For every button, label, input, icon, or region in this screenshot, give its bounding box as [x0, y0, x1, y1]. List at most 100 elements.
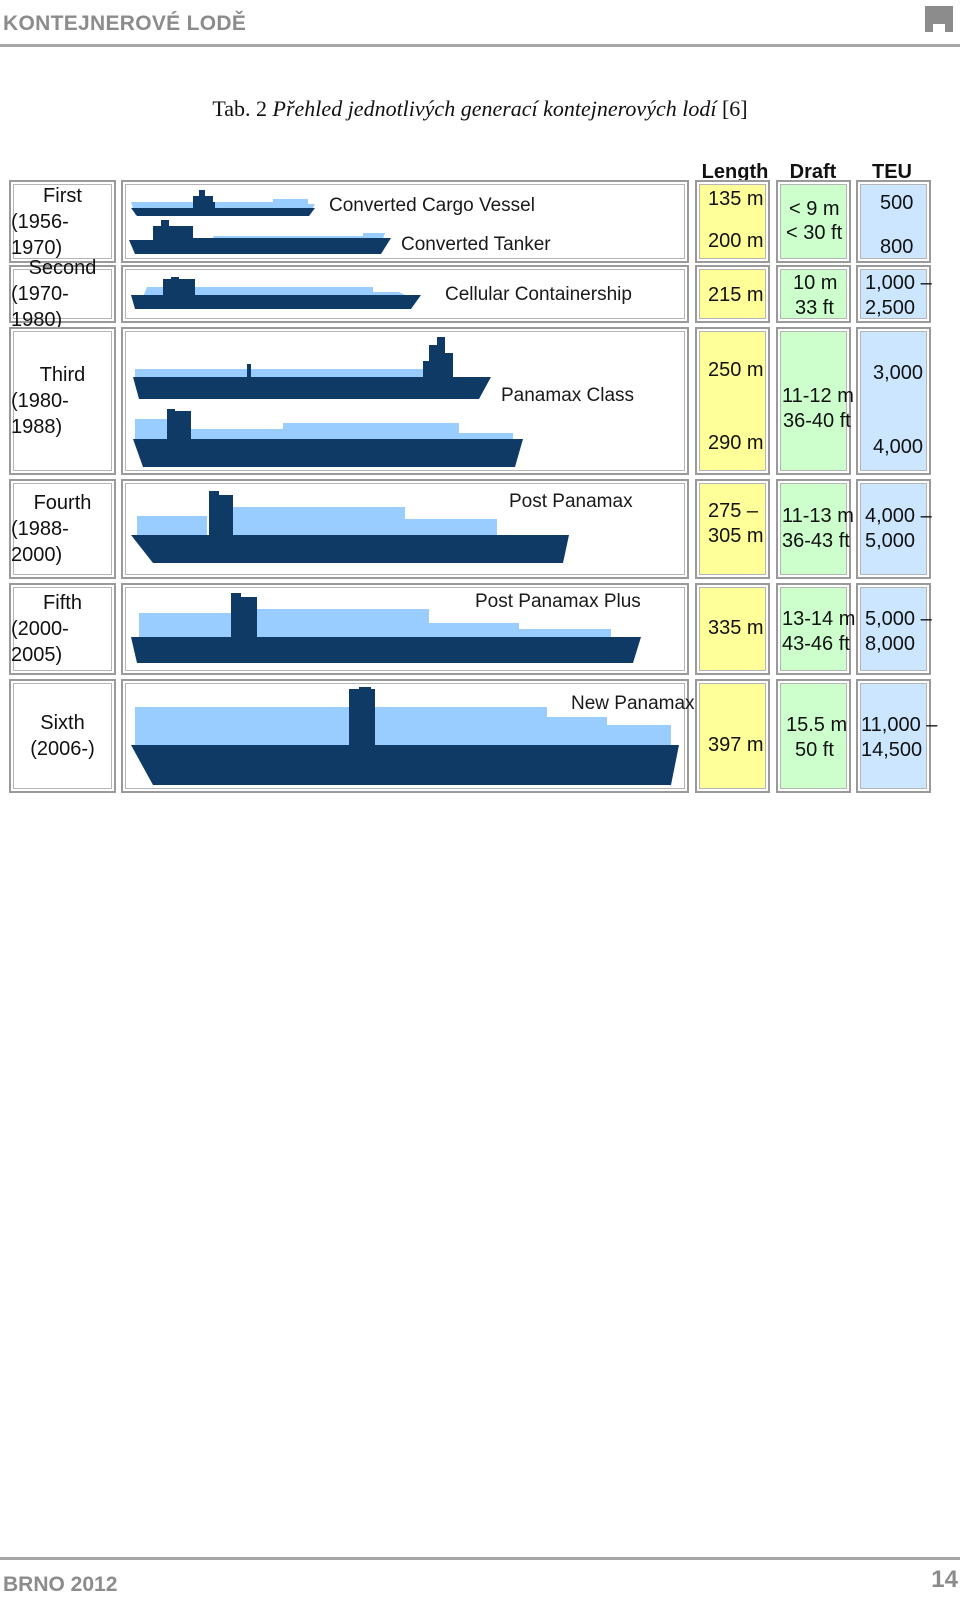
caption-prefix: Tab. 2	[212, 96, 273, 121]
ship-label: Post Panamax	[509, 491, 633, 512]
ships-cell-fourth: Post Panamax	[121, 479, 689, 579]
ships-cell-second: Cellular Containership	[121, 265, 689, 323]
generation-name: Sixth	[40, 712, 85, 734]
teu-value: 14,500	[861, 739, 923, 761]
ship-label: Post Panamax Plus	[475, 591, 641, 612]
generation-cell-fourth: Fourth (1988-2000)	[9, 479, 116, 579]
draft-cell-fifth: 13-14 m 43-46 ft	[776, 583, 855, 675]
length-value: 335 m	[708, 617, 764, 639]
teu-cell-fifth: 5,000 – 8,000	[856, 583, 932, 675]
teu-value: 11,000 –	[861, 714, 938, 736]
teu-value: 500	[880, 192, 914, 214]
teu-cell-sixth: 11,000 – 14,500	[856, 679, 937, 793]
ships-cell-first: Converted Cargo Vessel Converted Tanker	[121, 180, 689, 263]
footer-place-year: BRNO 2012	[3, 1573, 118, 1596]
draft-cell-second: 10 m 33 ft	[776, 265, 851, 323]
generation-cell-fifth: Fifth (2000-2005)	[9, 583, 116, 675]
ship-silhouettes-third	[133, 337, 523, 467]
length-cell-fifth: 335 m	[695, 583, 770, 675]
teu-value: 2,500	[865, 297, 916, 319]
generation-years: (2006-)	[30, 738, 95, 760]
generation-name: Third	[39, 364, 86, 386]
generation-cell-sixth: Sixth (2006-)	[9, 679, 116, 793]
generation-years: (1988-2000)	[11, 518, 69, 566]
draft-value: 13-14 m	[782, 608, 856, 630]
draft-value: 11-12 m	[782, 385, 854, 407]
draft-cell-third: 11-12 m 36-40 ft	[776, 327, 854, 475]
ship-silhouettes-second	[131, 277, 421, 309]
draft-value: 43-46 ft	[782, 633, 850, 655]
ships-cell-sixth: New Panamax	[121, 679, 695, 793]
teu-value: 3,000	[873, 362, 924, 384]
generation-name: First	[43, 184, 82, 207]
table-caption: Tab. 2 Přehled jednotlivých generací kon…	[0, 96, 960, 122]
teu-value: 5,000	[865, 530, 916, 552]
generation-cell-second: Second (1970-1980)	[9, 257, 116, 331]
column-header-draft: Draft	[789, 161, 837, 183]
draft-cell-fourth: 11-13 m 36-43 ft	[776, 479, 854, 579]
length-cell-first: 135 m 200 m	[695, 180, 770, 263]
ship-silhouettes-sixth	[131, 687, 679, 785]
teu-value: 4,000 –	[865, 505, 932, 527]
length-cell-second: 215 m	[695, 265, 770, 323]
draft-value: < 30 ft	[786, 222, 843, 244]
generation-years: (1970-1980)	[11, 283, 69, 331]
draft-value: 50 ft	[795, 739, 834, 761]
draft-value: 36-43 ft	[782, 530, 850, 552]
ship-silhouettes-fifth	[131, 593, 641, 663]
ships-cell-fifth: Post Panamax Plus	[121, 583, 689, 675]
ship-label: Panamax Class	[501, 385, 635, 406]
teu-value: 800	[880, 236, 914, 258]
column-header-teu: TEU	[872, 161, 912, 183]
generation-cell-third: Third (1980-1988)	[9, 327, 116, 475]
draft-cell-first: < 9 m < 30 ft	[776, 180, 851, 263]
generation-years: (1980-1988)	[11, 390, 69, 438]
draft-value: 33 ft	[795, 297, 834, 319]
header-rule	[0, 44, 960, 47]
length-value: 305 m	[708, 525, 764, 547]
teu-cell-second: 1,000 – 2,500	[856, 265, 932, 323]
caption-reference: [6]	[716, 96, 748, 121]
generation-name: Fifth	[43, 592, 82, 614]
generation-years: (2000-2005)	[11, 618, 69, 666]
generation-cell-first: First (1956-1970)	[9, 180, 116, 263]
generation-name: Second	[28, 257, 97, 279]
ship-label: New Panamax	[571, 693, 695, 714]
teu-cell-first: 500 800	[856, 180, 931, 263]
length-cell-fourth: 275 – 305 m	[695, 479, 770, 579]
teu-value: 5,000 –	[865, 608, 932, 630]
length-value: 250 m	[708, 359, 764, 381]
draft-value: < 9 m	[789, 198, 840, 220]
length-value: 215 m	[708, 284, 764, 306]
draft-value: 11-13 m	[782, 505, 854, 527]
column-header-length: Length	[701, 161, 769, 183]
generation-years: (1956-1970)	[11, 210, 69, 259]
length-value: 397 m	[708, 734, 764, 756]
teu-value: 4,000	[873, 436, 924, 458]
teu-value: 8,000	[865, 633, 916, 655]
length-value: 135 m	[708, 188, 764, 210]
ships-cell-third: Panamax Class	[121, 327, 689, 475]
footer-rule	[0, 1557, 960, 1560]
length-cell-third: 250 m 290 m	[695, 327, 770, 475]
ship-label: Cellular Containership	[445, 284, 632, 305]
generation-name: Fourth	[33, 492, 92, 514]
ship-label: Converted Tanker	[401, 234, 551, 255]
draft-cell-sixth: 15.5 m 50 ft	[776, 679, 851, 793]
draft-value: 36-40 ft	[783, 410, 851, 432]
teu-cell-third: 3,000 4,000	[856, 327, 931, 475]
draft-value: 15.5 m	[786, 714, 848, 736]
teu-cell-fourth: 4,000 – 5,000	[856, 479, 932, 579]
length-value: 275 –	[708, 500, 759, 522]
teu-value: 1,000 –	[865, 272, 932, 294]
running-header: KONTEJNEROVÉ LODĚ	[3, 12, 247, 35]
length-value: 200 m	[708, 230, 764, 252]
length-value: 290 m	[708, 432, 764, 454]
caption-title: Přehled jednotlivých generací kontejnero…	[272, 96, 717, 121]
logo-icon	[925, 6, 953, 32]
ship-silhouettes-fourth	[131, 491, 569, 563]
page-number: 14	[931, 1566, 958, 1593]
draft-value: 10 m	[793, 272, 838, 294]
ship-label: Converted Cargo Vessel	[329, 195, 535, 216]
length-cell-sixth: 397 m	[695, 679, 770, 793]
